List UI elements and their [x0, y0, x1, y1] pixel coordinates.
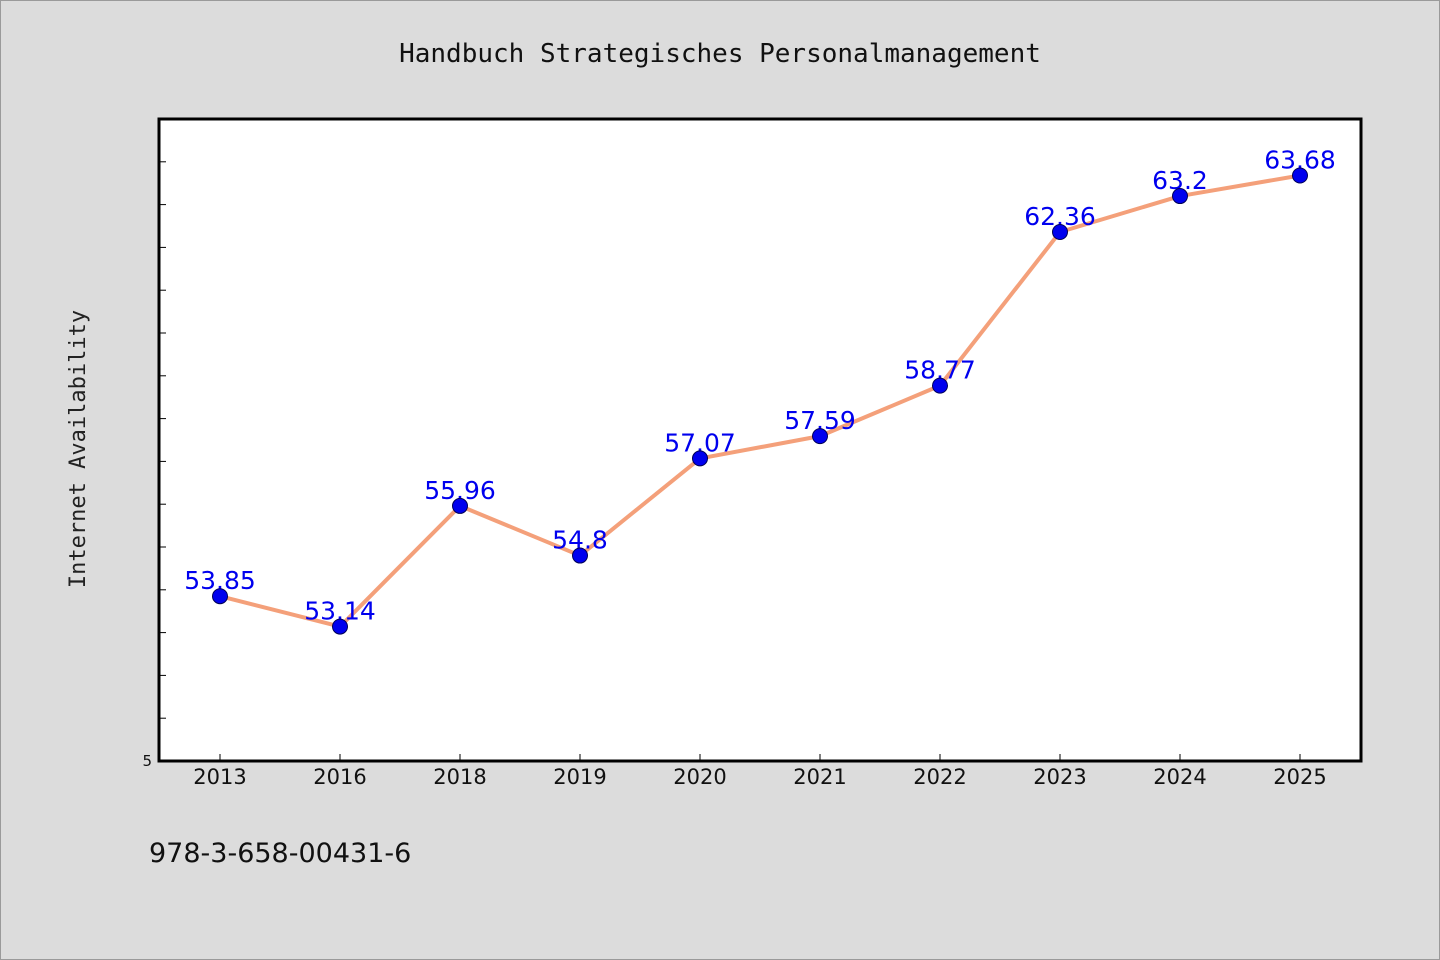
- y-axis-ticks: 5: [142, 161, 166, 770]
- data-point: [212, 588, 228, 605]
- data-point: [452, 497, 468, 514]
- x-tick-label: 2024: [1153, 765, 1206, 789]
- data-point: [572, 547, 588, 564]
- y-tick-label: 5: [142, 752, 152, 770]
- x-tick-label: 2020: [673, 765, 726, 789]
- series-line: [219, 173, 1301, 629]
- x-axis-ticks: 2013 2016 2018 2019 2020 2021 2022 2023 2024 2025: [193, 754, 1327, 789]
- data-point: [332, 618, 348, 635]
- isbn-footnote: 978-3-658-00431-6: [149, 838, 411, 869]
- data-point: [1292, 167, 1308, 184]
- data-point: [932, 377, 948, 394]
- x-tick-label: 2022: [913, 765, 966, 789]
- x-tick-label: 2025: [1273, 765, 1326, 789]
- data-point: [812, 428, 828, 445]
- plot-area: [157, 117, 1363, 763]
- data-point: [1052, 223, 1068, 240]
- data-point: [692, 450, 708, 467]
- x-tick-label: 2016: [313, 765, 366, 789]
- x-tick-label: 2023: [1033, 765, 1086, 789]
- x-tick-label: 2013: [193, 765, 246, 789]
- y-axis-label: Internet Availability: [66, 310, 91, 588]
- x-tick-label: 2021: [793, 765, 846, 789]
- series-layer: 53.8553.1455.9654.857.0757.5958.7762.366…: [184, 145, 1336, 635]
- x-tick-label: 2019: [553, 765, 606, 789]
- x-tick-label: 2018: [433, 765, 486, 789]
- data-point: [1172, 188, 1188, 205]
- chart-title: Handbuch Strategisches Personalmanagemen…: [399, 39, 1041, 69]
